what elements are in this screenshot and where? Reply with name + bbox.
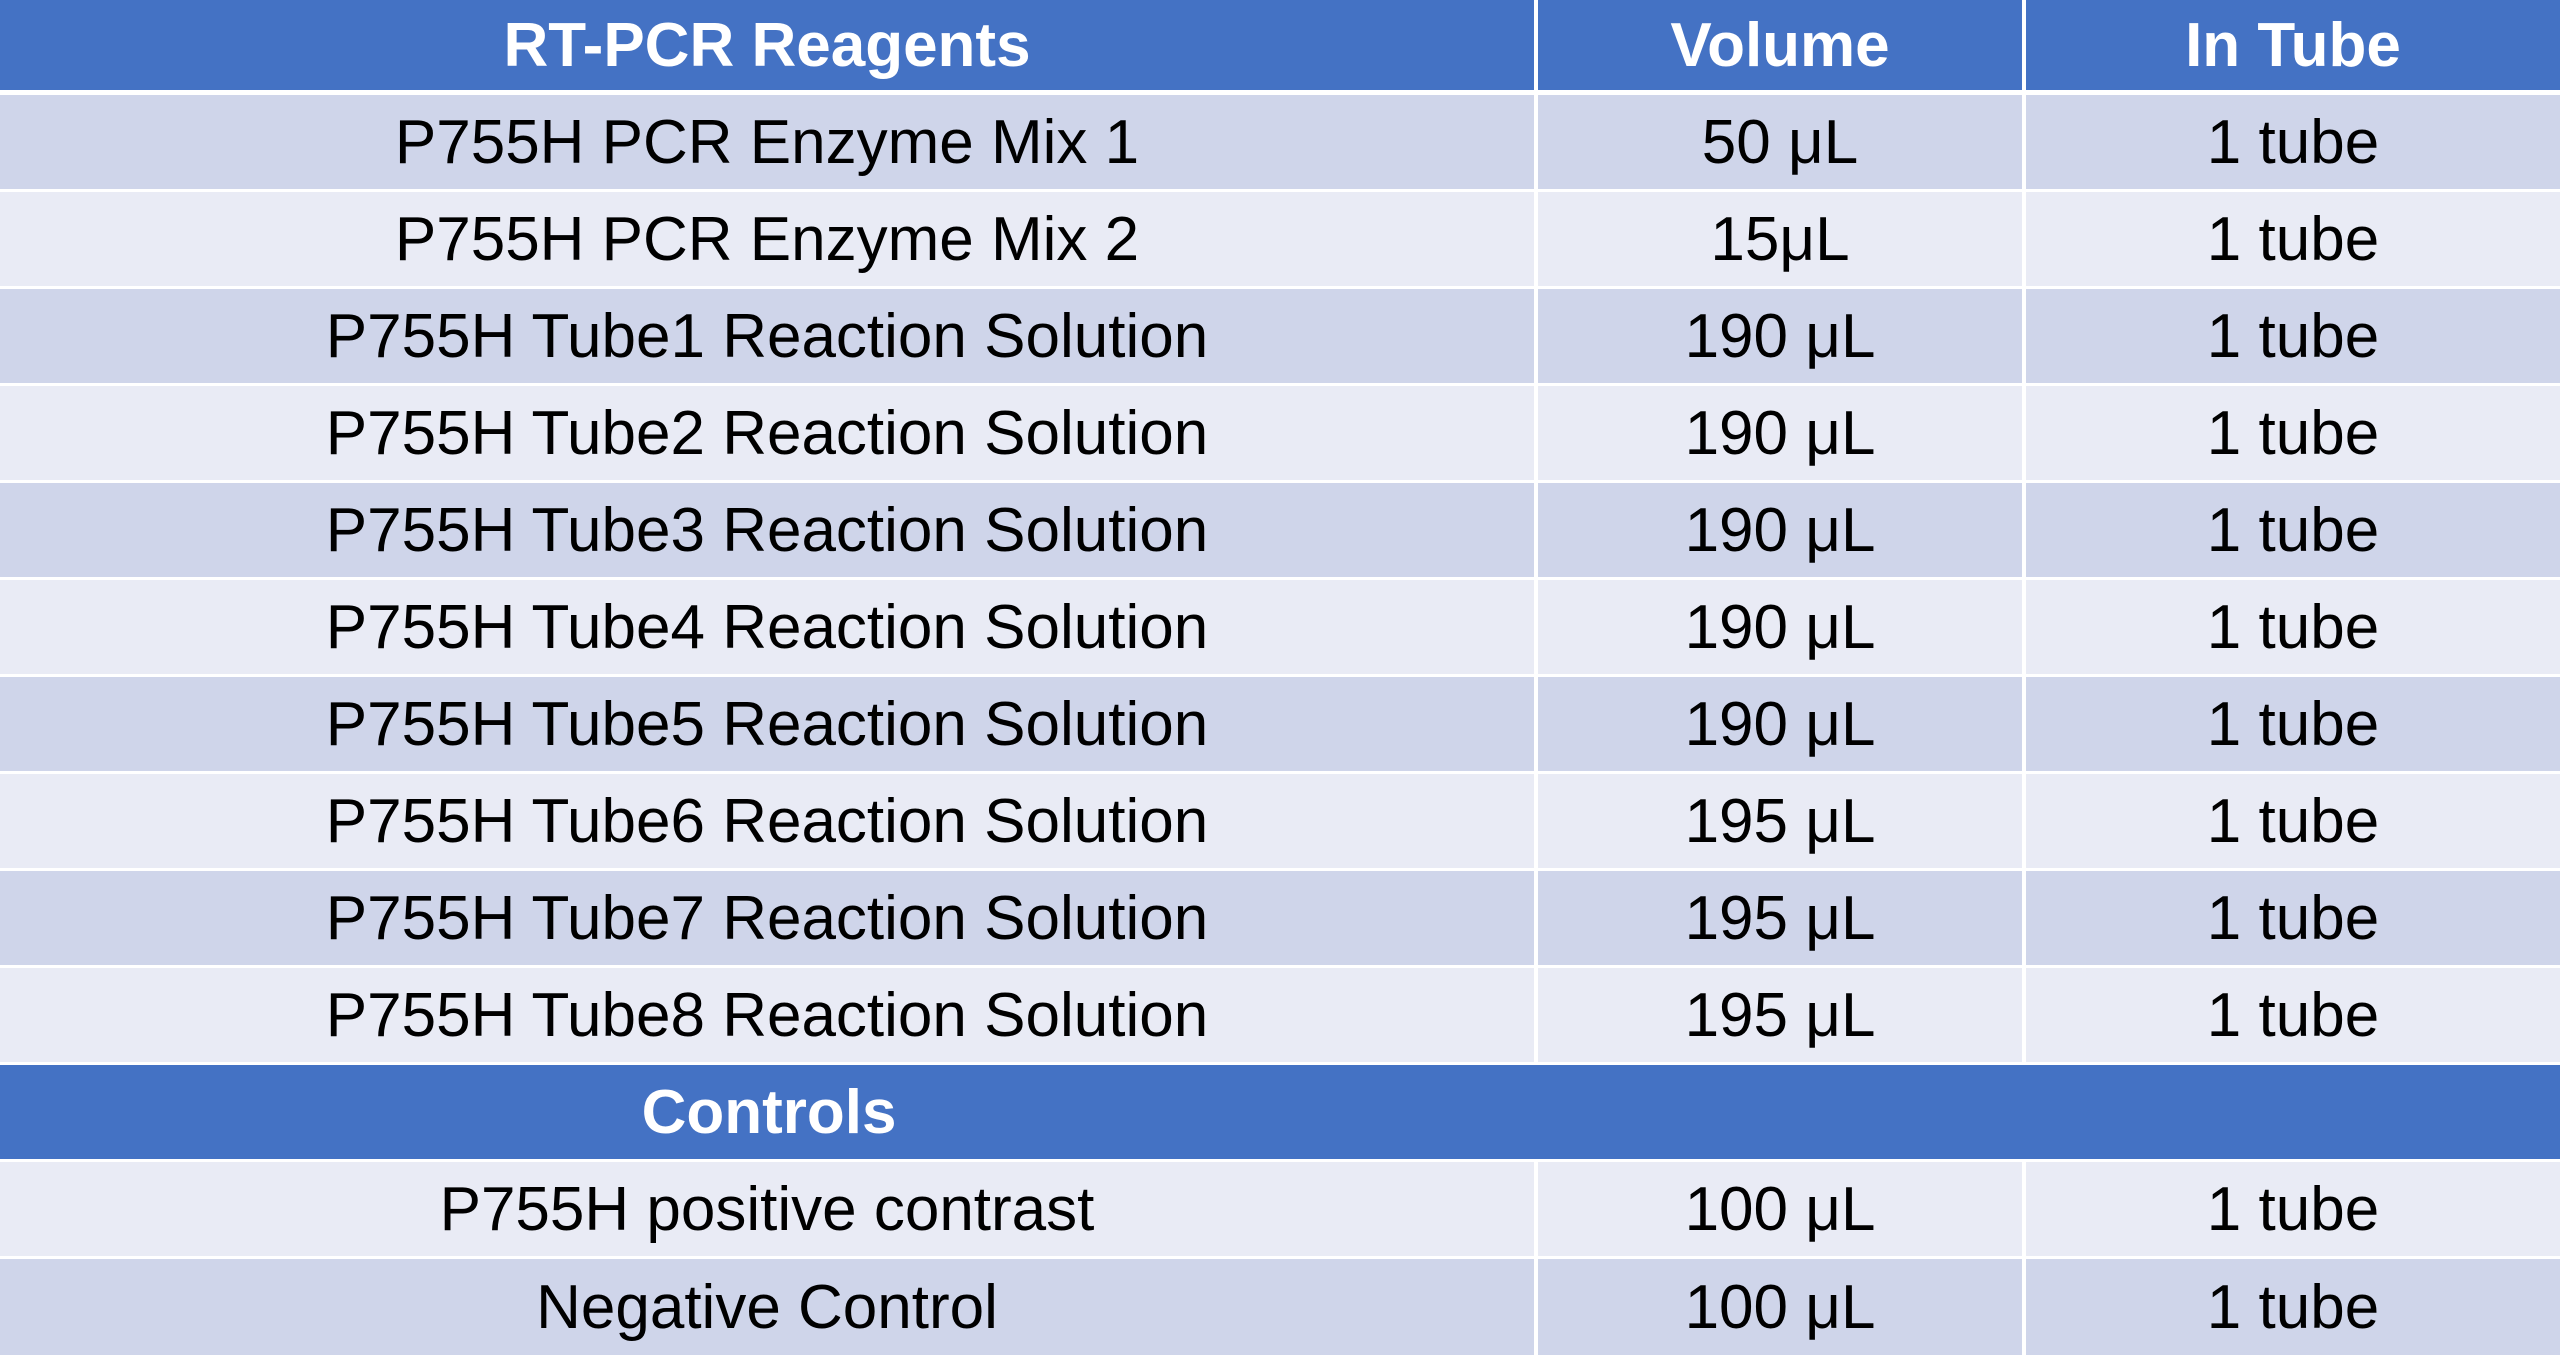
reagent-in-tube: 1 tube <box>2026 774 2560 871</box>
reagent-name: P755H Tube2 Reaction Solution <box>0 386 1538 483</box>
reagent-in-tube: 1 tube <box>2026 386 2560 483</box>
control-volume: 100 μL <box>1538 1162 2026 1259</box>
reagent-name: P755H Tube1 Reaction Solution <box>0 289 1538 386</box>
reagent-in-tube: 1 tube <box>2026 289 2560 386</box>
reagent-name: P755H Tube3 Reaction Solution <box>0 483 1538 580</box>
reagent-name: P755H PCR Enzyme Mix 1 <box>0 95 1538 192</box>
reagent-volume: 190 μL <box>1538 580 2026 677</box>
reagent-volume: 195 μL <box>1538 968 2026 1065</box>
reagent-volume: 190 μL <box>1538 677 2026 774</box>
control-volume: 100 μL <box>1538 1259 2026 1358</box>
control-in-tube: 1 tube <box>2026 1259 2560 1358</box>
reagent-in-tube: 1 tube <box>2026 483 2560 580</box>
controls-section-header: Controls <box>0 1065 2560 1162</box>
controls-label: Controls <box>641 1077 897 1147</box>
control-name: P755H positive contrast <box>0 1162 1538 1259</box>
reagent-name: P755H Tube5 Reaction Solution <box>0 677 1538 774</box>
reagent-volume: 50 μL <box>1538 95 2026 192</box>
reagent-volume: 15μL <box>1538 192 2026 289</box>
reagent-in-tube: 1 tube <box>2026 968 2560 1065</box>
reagent-name: P755H Tube7 Reaction Solution <box>0 871 1538 968</box>
reagent-volume: 195 μL <box>1538 774 2026 871</box>
reagent-in-tube: 1 tube <box>2026 580 2560 677</box>
reagent-name: P755H Tube6 Reaction Solution <box>0 774 1538 871</box>
reagent-volume: 190 μL <box>1538 386 2026 483</box>
reagent-in-tube: 1 tube <box>2026 871 2560 968</box>
reagent-volume: 190 μL <box>1538 483 2026 580</box>
reagent-name: P755H Tube4 Reaction Solution <box>0 580 1538 677</box>
reagent-in-tube: 1 tube <box>2026 192 2560 289</box>
reagent-volume: 195 μL <box>1538 871 2026 968</box>
reagent-volume: 190 μL <box>1538 289 2026 386</box>
header-reagents: RT-PCR Reagents <box>0 0 1538 95</box>
control-name: Negative Control <box>0 1259 1538 1358</box>
control-in-tube: 1 tube <box>2026 1162 2560 1259</box>
header-volume: Volume <box>1538 0 2026 95</box>
reagent-name: P755H Tube8 Reaction Solution <box>0 968 1538 1065</box>
reagent-in-tube: 1 tube <box>2026 677 2560 774</box>
reagent-in-tube: 1 tube <box>2026 95 2560 192</box>
reagent-name: P755H PCR Enzyme Mix 2 <box>0 192 1538 289</box>
header-in-tube: In Tube <box>2026 0 2560 95</box>
